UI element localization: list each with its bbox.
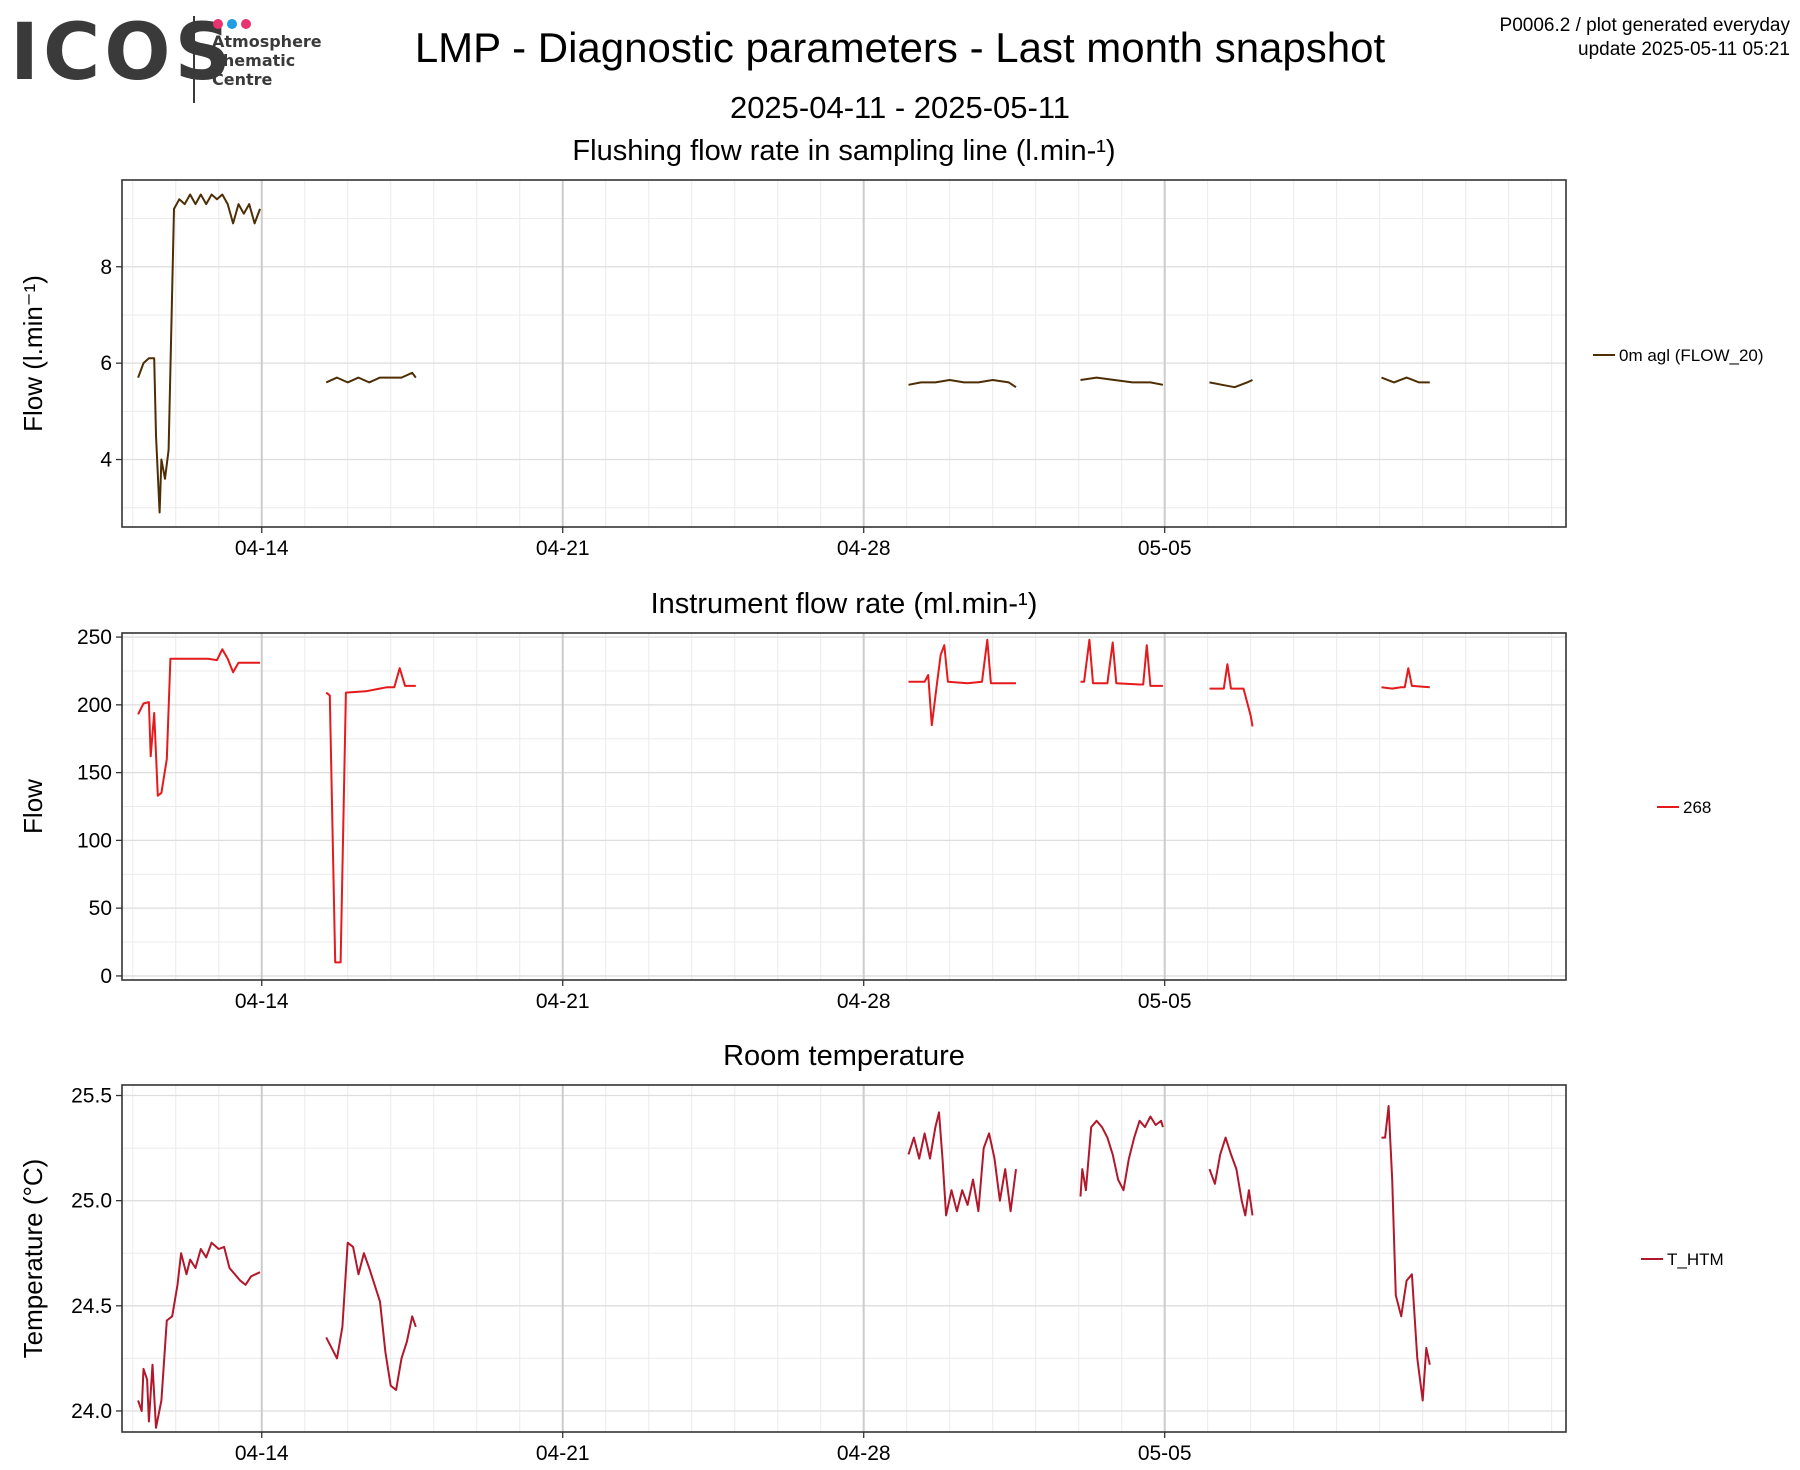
legend-label: 0m agl (FLOW_20)	[1619, 346, 1764, 365]
plot-frame	[121, 1084, 1567, 1433]
series-line-segment-5	[1209, 663, 1254, 727]
series-line-segment-6	[1381, 667, 1430, 690]
series-line-segment-1	[137, 193, 261, 514]
legend-entry: 0m agl (FLOW_20)	[1593, 346, 1764, 365]
y-tick-label: 250	[77, 626, 112, 649]
logo-sub-line-3: Centre	[212, 70, 273, 89]
y-tick-label: 100	[77, 829, 112, 852]
series-line-segment-3	[908, 379, 1017, 389]
x-tick-label: 05-05	[1138, 1442, 1192, 1465]
y-tick-label: 200	[77, 694, 112, 717]
panel-title: Instrument flow rate (ml.min-¹)	[651, 588, 1038, 620]
logo-subtitle: Atmosphere Thematic Centre	[212, 32, 322, 89]
logo-dots-icon	[213, 16, 255, 34]
series-line-segment-6	[1381, 376, 1430, 384]
x-tick-label: 04-21	[536, 1442, 590, 1465]
y-tick-label: 25.5	[71, 1085, 112, 1108]
series-line-segment-2	[325, 667, 416, 964]
logo-dot-2	[227, 19, 237, 29]
series-line-segment-4	[1080, 376, 1164, 386]
plot-background	[122, 180, 1566, 527]
series-line-segment-1	[137, 1241, 261, 1429]
x-tick-label: 04-14	[235, 990, 289, 1013]
x-tick-label: 04-14	[235, 1442, 289, 1465]
legend-label: T_HTM	[1667, 1250, 1724, 1269]
series-line-segment-5	[1209, 379, 1253, 389]
series-line-segment-2	[325, 371, 417, 384]
y-tick-label: 50	[89, 897, 112, 920]
update-timestamp: update 2025-05-11 05:21	[1578, 39, 1790, 60]
x-tick-label: 04-28	[837, 990, 891, 1013]
y-tick-label: 0	[100, 965, 112, 988]
plot-id-text: P0006.2 / plot generated everyday	[1499, 15, 1790, 36]
y-axis-label: Flow (l.min⁻¹)	[18, 275, 48, 432]
y-tick-label: 4	[100, 449, 112, 472]
logo-dot-3	[241, 19, 251, 29]
y-axis-label: Flow	[18, 779, 48, 834]
chart-panel-1: Flushing flow rate in sampling line (l.m…	[18, 135, 1764, 560]
x-tick-label: 04-21	[536, 537, 590, 560]
chart-panel-3: Room temperature 24.0 24.5 25.0 25.5 04-14 04-…	[18, 1040, 1724, 1465]
logo-dot-1	[213, 19, 223, 29]
plot-meta-info: P0006.2 / plot generated everyday update…	[1500, 14, 1790, 62]
y-tick-label: 6	[100, 352, 112, 375]
page-title: LMP - Diagnostic parameters - Last month…	[414, 24, 1386, 71]
series-line-segment-4	[1080, 638, 1163, 687]
series-line-segment-3	[907, 1111, 1017, 1217]
panel-title: Flushing flow rate in sampling line (l.m…	[572, 135, 1115, 167]
x-tick-label: 04-21	[536, 990, 590, 1013]
x-tick-label: 04-28	[837, 1442, 891, 1465]
y-axis-label: Temperature (°C)	[18, 1159, 48, 1359]
date-range-subtitle: 2025-04-11 - 2025-05-11	[729, 90, 1071, 125]
series-line-segment-2	[325, 1241, 417, 1391]
x-tick-label: 04-14	[235, 537, 289, 560]
chart-panel-2: Instrument flow rate (ml.min-¹) 0 50 100 150…	[18, 588, 1711, 1013]
plot-frame	[121, 179, 1567, 528]
y-tick-label: 24.5	[71, 1295, 112, 1318]
y-tick-label: 25.0	[71, 1190, 112, 1213]
y-tick-label: 24.0	[71, 1400, 112, 1423]
series-line-segment-4	[1079, 1115, 1164, 1197]
series-line-segment-3	[908, 638, 1016, 727]
y-tick-label: 150	[77, 762, 112, 785]
logo-divider	[193, 16, 195, 103]
plot-frame	[121, 632, 1567, 981]
x-tick-label: 05-05	[1138, 537, 1192, 560]
plot-background	[122, 1085, 1566, 1432]
logo-sub-line-2: Thematic	[212, 51, 296, 70]
x-tick-label: 05-05	[1138, 990, 1192, 1013]
x-tick-label: 04-28	[837, 537, 891, 560]
legend-entry: 268	[1657, 798, 1711, 817]
series-line-segment-5	[1208, 1136, 1254, 1217]
legend-label: 268	[1683, 798, 1711, 817]
series-line-segment-6	[1381, 1105, 1431, 1402]
y-tick-label: 8	[100, 256, 112, 279]
page-header: ICOS Atmosphere Thematic Centre LMP - Di…	[0, 0, 1800, 130]
series-line-segment-1	[137, 648, 260, 797]
logo-sub-line-1: Atmosphere	[212, 32, 322, 51]
panel-title: Room temperature	[723, 1040, 965, 1072]
legend-entry: T_HTM	[1641, 1250, 1724, 1269]
